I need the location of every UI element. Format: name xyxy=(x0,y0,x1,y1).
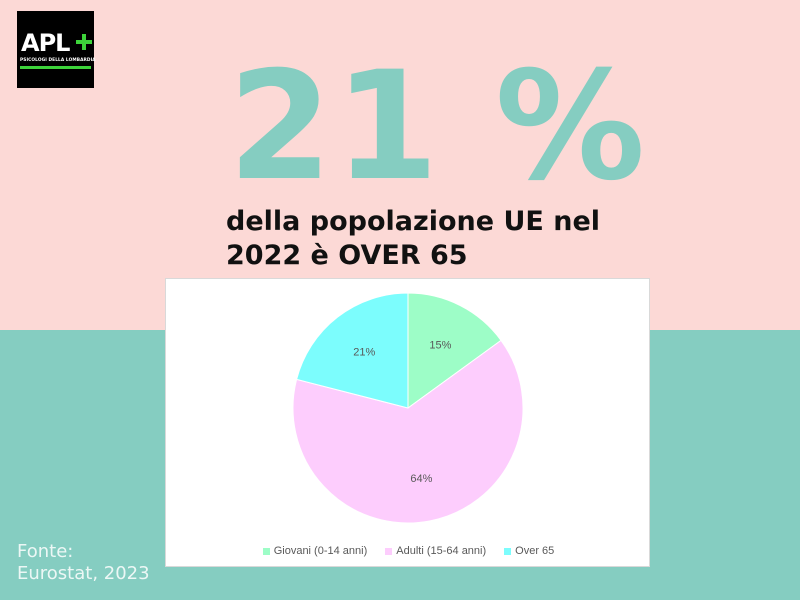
source-note: Fonte: Eurostat, 2023 xyxy=(17,541,217,585)
pie-chart: 15% 64% 21% xyxy=(292,292,524,524)
background-top xyxy=(0,0,800,330)
chart-legend: Giovani (0-14 anni) Adulti (15-64 anni) Ov… xyxy=(166,543,651,559)
source-label: Fonte: xyxy=(17,541,74,562)
data-label-adulti: 64% xyxy=(410,473,432,485)
legend-label: Adulti (15-64 anni) xyxy=(396,545,487,557)
pie-slice-giovani xyxy=(407,292,502,409)
legend-swatch xyxy=(504,547,512,555)
pie-slice-adulti xyxy=(292,339,524,524)
legend-swatch xyxy=(262,547,270,555)
big-percentage: 21 % xyxy=(228,40,648,214)
data-label-giovani: 15% xyxy=(429,339,451,351)
legend-item: Giovani (0-14 anni) xyxy=(262,545,368,557)
legend-swatch xyxy=(385,547,393,555)
headline-text: della popolazione UE nel 2022 è OVER 65 xyxy=(226,205,646,273)
source-citation: Eurostat, 2023 xyxy=(17,563,150,584)
legend-item: Over 65 xyxy=(504,545,554,557)
logo-subtitle: PSICOLOGI DELLA LOMBARDIA xyxy=(20,58,96,63)
apl-logo: APL PSICOLOGI DELLA LOMBARDIA xyxy=(17,11,96,88)
logo-underline xyxy=(20,66,91,69)
cross-icon xyxy=(76,34,92,50)
logo-name: APL xyxy=(21,29,70,57)
headline-line-2: 2022 è OVER 65 xyxy=(226,240,468,271)
pie-slice-over65 xyxy=(296,292,409,409)
legend-label: Over 65 xyxy=(515,545,555,557)
headline-line-1: della popolazione UE nel xyxy=(226,206,601,237)
data-label-over65: 21% xyxy=(353,347,375,359)
legend-item: Adulti (15-64 anni) xyxy=(385,545,486,557)
legend-label: Giovani (0-14 anni) xyxy=(273,545,368,557)
pie-chart-card: 15% 64% 21% Giovani (0-14 anni) Adulti (15-… xyxy=(165,278,650,567)
